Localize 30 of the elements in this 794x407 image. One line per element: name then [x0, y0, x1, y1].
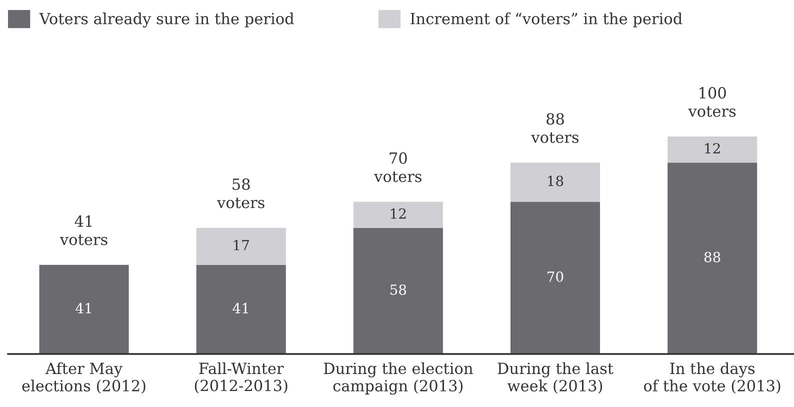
bar — [353, 202, 443, 228]
x-tick-label: In the days of the vote (2013) — [644, 362, 780, 394]
data-label: 58 — [390, 284, 406, 295]
total-label: 41 voters — [60, 215, 108, 246]
bar — [668, 162, 758, 354]
legend-label: Increment of “voters” in the period — [410, 12, 682, 28]
data-label: 17 — [234, 240, 249, 250]
data-label: 70 — [548, 271, 564, 282]
data-label: 12 — [705, 143, 720, 154]
bar — [353, 228, 443, 354]
total-label: 58 voters — [216, 178, 264, 208]
total-label: 70 voters — [374, 152, 422, 182]
bar — [668, 136, 758, 163]
x-tick-label: After May elections (2012) — [22, 362, 146, 394]
data-label: 41 — [76, 302, 91, 314]
bar — [196, 264, 286, 354]
data-label: 12 — [391, 208, 406, 219]
x-tick-label: During the election campaign (2013) — [324, 362, 473, 395]
data-label: 88 — [704, 252, 720, 262]
data-label: 18 — [548, 176, 564, 186]
bar — [510, 162, 600, 202]
legend-label: Voters already sure in the period — [39, 12, 294, 28]
total-label: 100 voters — [688, 87, 736, 117]
bar — [510, 202, 600, 354]
x-tick-label: During the last week (2013) — [498, 362, 614, 394]
data-label: 41 — [232, 302, 248, 314]
total-label: 88 voters — [531, 113, 579, 143]
x-tick-label: Fall-Winter (2012-2013) — [194, 362, 288, 394]
bar — [196, 228, 286, 265]
bar — [39, 264, 129, 354]
